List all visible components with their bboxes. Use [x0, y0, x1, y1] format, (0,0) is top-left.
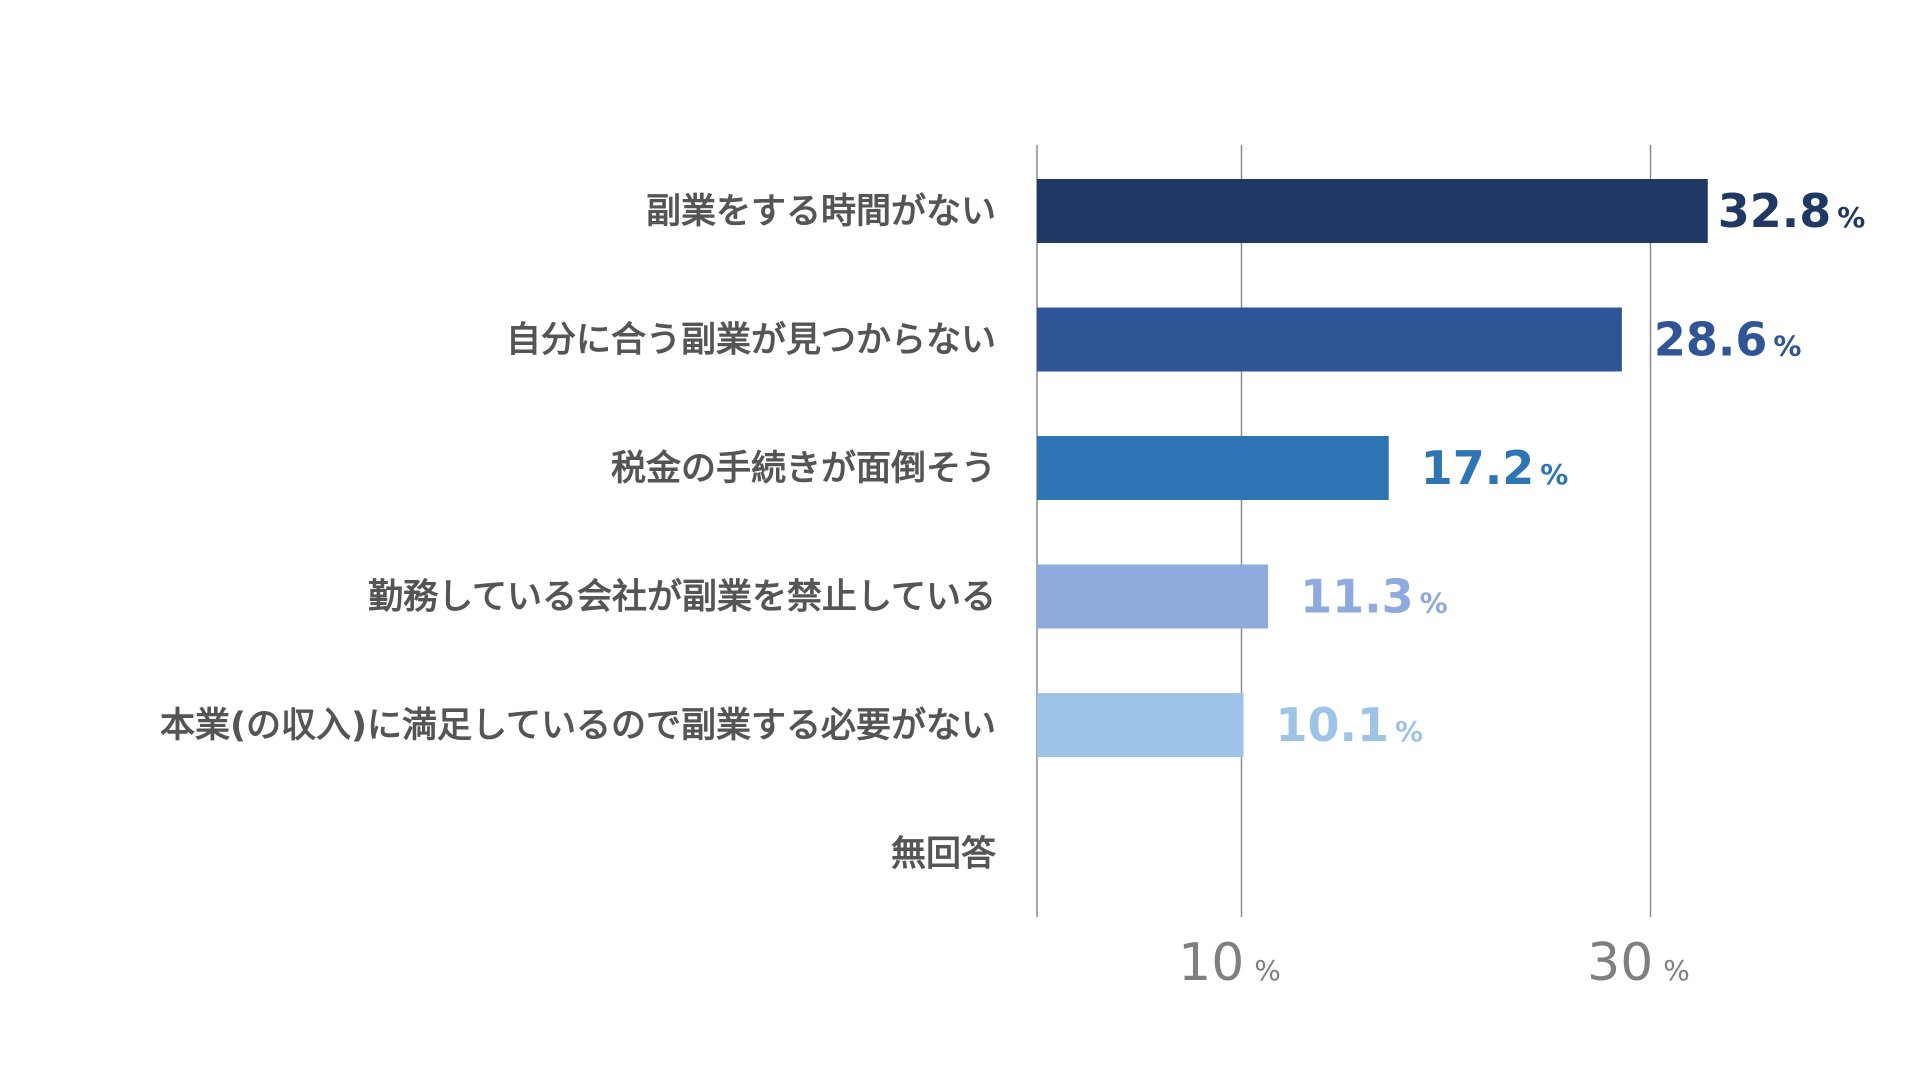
- bar: [1037, 179, 1708, 243]
- category-label: 自分に合う副業が見つからない: [506, 321, 996, 361]
- x-tick-value: 10: [1178, 933, 1244, 993]
- data-label-value: 10.1: [1276, 698, 1390, 752]
- bar: [1037, 436, 1389, 500]
- data-label-value: 32.8: [1718, 184, 1832, 238]
- x-tick-label: 30%: [1587, 933, 1690, 993]
- bar: [1037, 693, 1244, 757]
- x-tick-unit: %: [1663, 954, 1690, 987]
- data-label: 11.3%: [1300, 570, 1448, 624]
- data-label: 28.6%: [1654, 313, 1802, 367]
- value-label-layer: 32.8 %28.6 %17.2 %11.3 %10.1%: [1276, 184, 1866, 752]
- category-label: 税金の手続きが面倒そう: [611, 448, 996, 489]
- data-label: 17.2%: [1421, 441, 1569, 495]
- data-label-value: 11.3: [1300, 570, 1414, 624]
- category-label: 副業をする時間がない: [646, 192, 996, 232]
- x-tick-layer: 10% 30%: [1178, 933, 1690, 993]
- bar: [1037, 564, 1269, 629]
- bar: [1037, 307, 1622, 372]
- data-label: 32.8%: [1718, 184, 1866, 238]
- data-label-unit: %: [1837, 201, 1865, 234]
- data-label-value: 17.2: [1421, 441, 1535, 495]
- data-label: 10.1%: [1276, 698, 1424, 752]
- data-label-value: 28.6: [1654, 313, 1768, 367]
- x-tick-value: 30: [1587, 933, 1653, 993]
- bar-layer: [1037, 179, 1708, 757]
- x-tick-label: 10%: [1178, 933, 1281, 993]
- grid-layer: [1036, 145, 1652, 917]
- data-label-unit: %: [1773, 330, 1801, 363]
- x-tick-unit: %: [1254, 954, 1281, 987]
- category-label: 無回答: [891, 835, 997, 875]
- data-label-unit: %: [1540, 458, 1568, 491]
- category-label: 勤務している会社が副業を禁止している: [368, 578, 996, 618]
- data-label-unit: %: [1420, 587, 1448, 620]
- data-label-unit: %: [1395, 715, 1423, 748]
- category-label: 本業(の収入)に満足しているので副業する必要がない: [160, 706, 996, 746]
- category-label-layer: 副業をする時間がない自分に合う副業が見つからない税金の手続きが面倒そう勤務してい…: [160, 192, 997, 875]
